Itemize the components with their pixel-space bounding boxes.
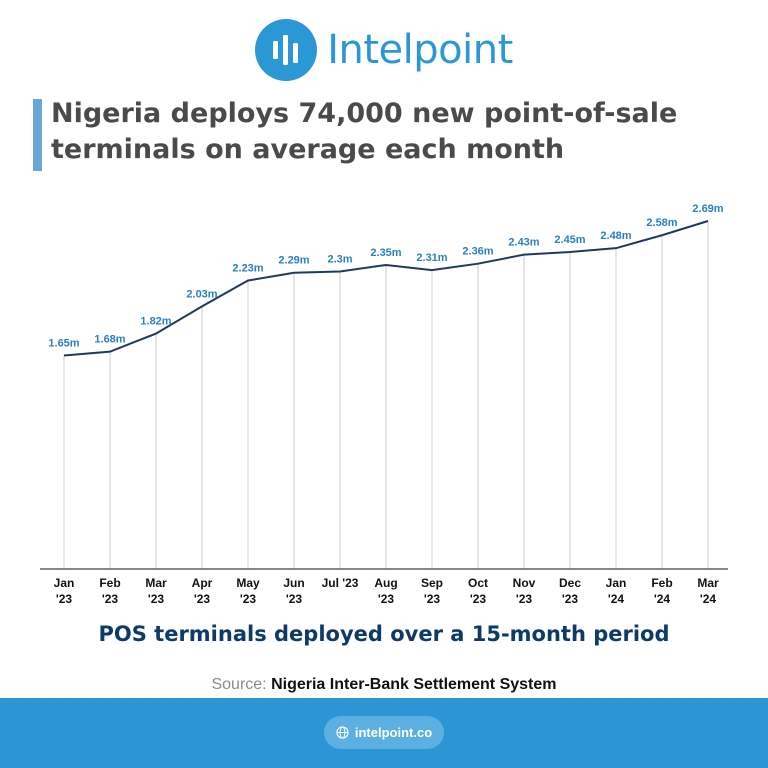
x-tick-label: Nov '23 (513, 576, 536, 606)
x-tick-label: Mar '24 (697, 576, 719, 606)
footer-bar: intelpoint.co (0, 698, 768, 768)
data-label: 2.31m (416, 252, 447, 264)
data-label: 2.23m (232, 263, 263, 275)
x-tick-label: Dec '23 (559, 576, 581, 606)
x-tick-label: Jul '23 (322, 576, 359, 590)
data-label: 2.36m (462, 246, 493, 258)
data-label: 2.69m (692, 203, 723, 215)
page-title: Nigeria deploys 74,000 new point-of-sale… (51, 98, 678, 165)
source-line: Source: Nigeria Inter-Bank Settlement Sy… (0, 676, 768, 694)
source-label: Source: (211, 676, 267, 693)
chart-caption: POS terminals deployed over a 15-month p… (98, 622, 670, 646)
website-url[interactable]: intelpoint.co (354, 725, 433, 740)
x-tick-label: Feb '23 (99, 576, 120, 606)
data-label: 1.68m (94, 334, 125, 346)
x-tick-label: Aug '23 (374, 576, 397, 606)
x-tick-label: Jun '23 (283, 576, 304, 606)
x-tick-label: Sep '23 (421, 576, 443, 606)
data-label: 1.65m (48, 338, 79, 350)
title-block: Nigeria deploys 74,000 new point-of-sale… (33, 98, 733, 171)
data-label: 1.82m (140, 316, 171, 328)
x-tick-label: Apr '23 (192, 576, 213, 606)
brand-header: Intelpoint (0, 18, 768, 82)
data-label: 2.35m (370, 247, 401, 259)
source-value: Nigeria Inter-Bank Settlement System (271, 676, 557, 693)
website-link[interactable]: intelpoint.co (324, 716, 444, 749)
data-label: 2.03m (186, 288, 217, 300)
data-label: 2.29m (278, 255, 309, 267)
series-line (63, 220, 709, 357)
x-tick-label: Oct '23 (468, 576, 488, 606)
data-label: 2.45m (554, 234, 585, 246)
x-tick-label: Jan '23 (54, 576, 75, 606)
x-tick-label: May '23 (236, 576, 260, 606)
data-label: 2.58m (646, 217, 677, 229)
x-tick-label: Mar '23 (145, 576, 167, 606)
logo-bars-icon (255, 19, 318, 81)
line-chart: 1.65m 1.68m 1.82m 2.03m 2.23m 2.29m 2.3m 2.35m 2… (40, 203, 728, 606)
brand-name: Intelpoint (327, 27, 513, 73)
data-label: 2.43m (508, 237, 539, 249)
data-label: 2.3m (327, 253, 352, 265)
title-accent-bar (33, 99, 42, 171)
x-tick-label: Feb '24 (651, 576, 672, 606)
globe-icon (336, 726, 349, 739)
x-tick-label: Jan '24 (606, 576, 627, 606)
data-label: 2.48m (600, 230, 631, 242)
